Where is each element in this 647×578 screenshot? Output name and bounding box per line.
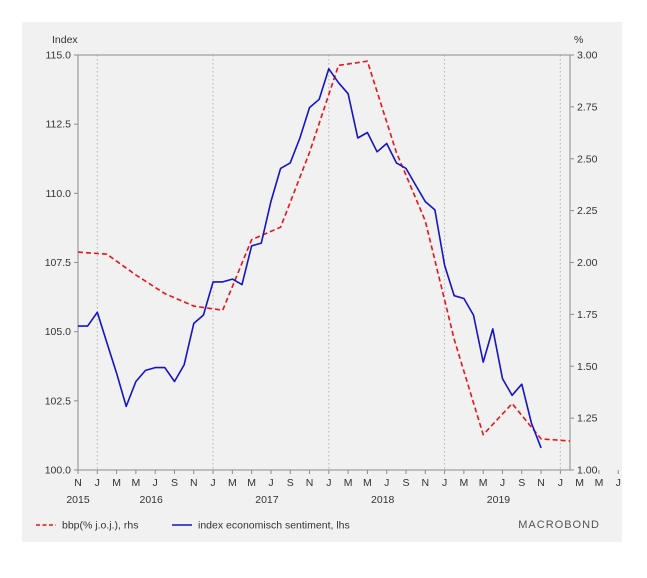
- legend-label: bbp(% j.o.j.), rhs: [62, 520, 138, 532]
- x-axis-tick-label: M: [247, 477, 256, 489]
- right-axis-label: %: [574, 34, 583, 46]
- x-axis-tick-label: M: [460, 477, 469, 489]
- x-axis-tick-label: M: [575, 477, 584, 489]
- x-axis-year-label: 2017: [255, 494, 279, 506]
- x-axis-tick-label: S: [518, 477, 525, 489]
- left-axis-tick-label: 100.0: [45, 465, 71, 477]
- right-axis-tick-label: 3.00: [577, 50, 598, 62]
- left-axis-tick-label: 105.0: [45, 326, 71, 338]
- x-axis-tick-label: M: [595, 477, 604, 489]
- left-axis-tick-label: 110.0: [46, 188, 72, 200]
- left-axis-tick-label: 112.5: [46, 119, 72, 131]
- bbp-series-line: [77, 60, 571, 442]
- left-axis-tick-label: 102.5: [45, 395, 71, 407]
- right-axis-tick-label: 2.25: [577, 205, 598, 217]
- x-axis-tick-label: S: [402, 477, 409, 489]
- left-axis-label: Index: [52, 34, 78, 46]
- sentiment-series-line: [78, 67, 542, 449]
- plot-frame: [77, 54, 571, 471]
- left-axis-tick-label: 107.5: [45, 257, 71, 269]
- x-axis-tick-label: N: [306, 477, 314, 489]
- x-axis-tick-label: J: [616, 477, 621, 489]
- chart-panel: 100.0 102.5 105.0 107.5 110.0 112.5 115.0 Index…: [22, 22, 641, 542]
- x-axis-tick-label: N: [537, 477, 545, 489]
- x-axis-tick-label: M: [228, 477, 237, 489]
- right-axis-tick-label: 2.75: [577, 101, 598, 113]
- x-axis-tick-label: N: [421, 477, 429, 489]
- x-axis-year-label: 2018: [371, 494, 395, 506]
- x-axis-tick-label: M: [132, 477, 141, 489]
- x-axis-tick-label: N: [74, 477, 82, 489]
- axes: 100.0 102.5 105.0 107.5 110.0 112.5 115.0 Index…: [45, 34, 641, 506]
- x-axis-tick-label: M: [363, 477, 372, 489]
- line-chart: 100.0 102.5 105.0 107.5 110.0 112.5 115.0 Index…: [36, 34, 641, 532]
- x-axis-tick-label: J: [326, 477, 331, 489]
- left-axis-tick-label: 115.0: [46, 50, 72, 62]
- x-axis-tick-label: M: [479, 477, 488, 489]
- legend: bbp(% j.o.j.), rhs index economisch senti…: [36, 520, 350, 532]
- x-axis-tick-label: J: [500, 477, 505, 489]
- x-axis-tick-label: J: [95, 477, 100, 489]
- x-axis-tick-label: J: [153, 477, 158, 489]
- right-axis-tick-label: 2.50: [577, 153, 598, 165]
- x-axis-tick-label: M: [112, 477, 121, 489]
- grid-lines: [96, 55, 561, 470]
- x-axis-year-label: 2016: [139, 494, 163, 506]
- x-axis-year-label: 2015: [66, 494, 90, 506]
- x-axis-tick-label: J: [210, 477, 215, 489]
- x-axis-tick-label: N: [190, 477, 198, 489]
- series: [77, 60, 571, 449]
- right-axis-tick-label: 1.00: [577, 465, 598, 477]
- right-axis-tick-label: 1.75: [577, 309, 598, 321]
- x-axis-tick-label: S: [287, 477, 294, 489]
- x-axis-tick-label: J: [384, 477, 389, 489]
- x-axis-tick-label: J: [268, 477, 273, 489]
- right-axis-tick-label: 1.25: [577, 413, 598, 425]
- x-axis-year-label: 2019: [487, 494, 511, 506]
- legend-label: index economisch sentiment, lhs: [198, 520, 350, 532]
- x-axis-tick-label: M: [344, 477, 353, 489]
- macrobond-watermark: MACROBOND: [518, 519, 600, 531]
- right-axis-tick-label: 2.00: [577, 257, 598, 269]
- x-axis-tick-label: J: [442, 477, 447, 489]
- x-axis-tick-label: S: [171, 477, 178, 489]
- right-axis-tick-label: 1.50: [577, 361, 598, 373]
- x-axis-tick-label: J: [558, 477, 563, 489]
